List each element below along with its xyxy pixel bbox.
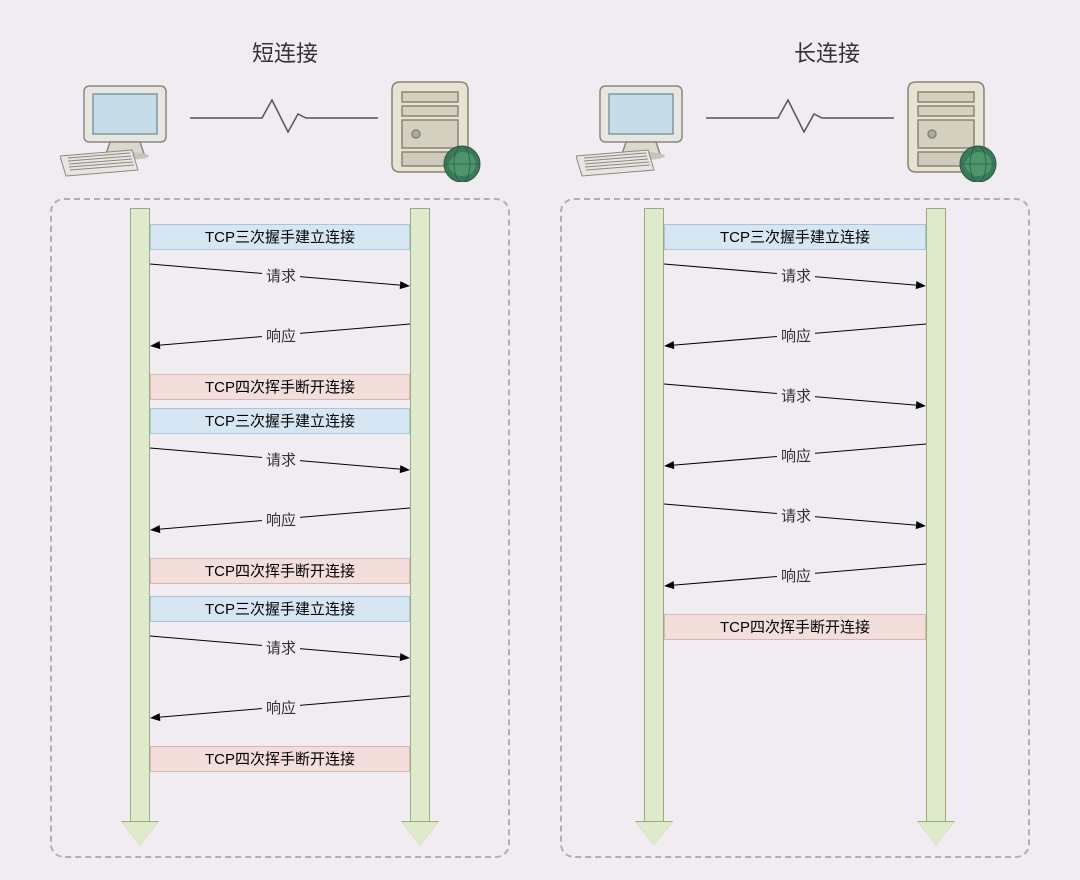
right-arrow-label-5: 请求 <box>777 505 815 526</box>
left-handshake-band-4: TCP三次握手建立连接 <box>150 408 410 434</box>
left-arrow-label-6: 响应 <box>262 509 300 530</box>
right-server-icon <box>896 72 1006 187</box>
left-arrow-label-2: 响应 <box>262 325 300 346</box>
right-client-computer-icon <box>576 78 696 183</box>
right-server-lifeline <box>926 208 946 822</box>
right-arrow-label-2: 响应 <box>777 325 815 346</box>
left-disconnect-band-11: TCP四次挥手断开连接 <box>150 746 410 772</box>
right-arrow-label-1: 请求 <box>777 265 815 286</box>
right-arrow-label-4: 响应 <box>777 445 815 466</box>
right-arrow-label-6: 响应 <box>777 565 815 586</box>
left-arrow-label-5: 请求 <box>262 449 300 470</box>
left-disconnect-band-3: TCP四次挥手断开连接 <box>150 374 410 400</box>
right-disconnect-band-7: TCP四次挥手断开连接 <box>664 614 926 640</box>
right-panel-title: 长连接 <box>794 36 860 68</box>
left-arrow-label-10: 响应 <box>262 697 300 718</box>
right-arrow-label-3: 请求 <box>777 385 815 406</box>
right-client-lifeline <box>644 208 664 822</box>
left-disconnect-band-7: TCP四次挥手断开连接 <box>150 558 410 584</box>
right-server-lifeline-arrow <box>918 822 954 846</box>
left-arrow-label-1: 请求 <box>262 265 300 286</box>
left-panel-title: 短连接 <box>252 36 318 68</box>
left-client-lifeline <box>130 208 150 822</box>
right-panel-box <box>560 198 1030 858</box>
left-client-computer-icon <box>60 78 180 183</box>
left-handshake-band-0: TCP三次握手建立连接 <box>150 224 410 250</box>
left-client-lifeline-arrow <box>122 822 158 846</box>
left-server-lifeline <box>410 208 430 822</box>
left-server-icon <box>380 72 490 187</box>
right-client-lifeline-arrow <box>636 822 672 846</box>
left-server-lifeline-arrow <box>402 822 438 846</box>
right-handshake-band-0: TCP三次握手建立连接 <box>664 224 926 250</box>
left-handshake-band-8: TCP三次握手建立连接 <box>150 596 410 622</box>
left-arrow-label-9: 请求 <box>262 637 300 658</box>
